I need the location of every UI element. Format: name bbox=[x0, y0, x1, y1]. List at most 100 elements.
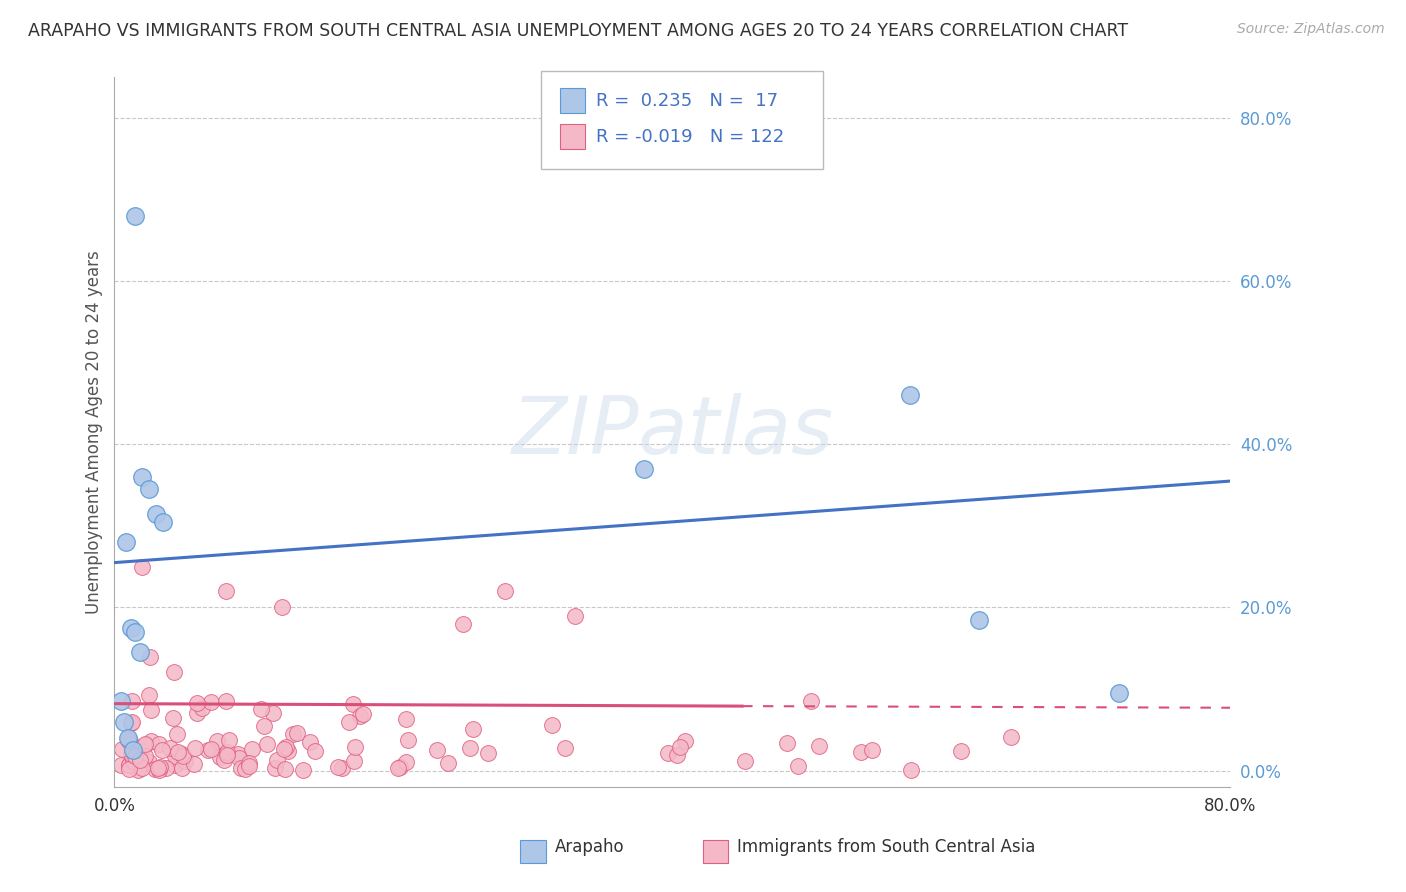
Point bbox=[734, 754, 756, 768]
Point bbox=[131, 470, 153, 484]
Point bbox=[281, 727, 304, 741]
Point bbox=[205, 734, 228, 748]
Point bbox=[564, 608, 586, 623]
Text: Immigrants from South Central Asia: Immigrants from South Central Asia bbox=[737, 838, 1035, 855]
Point bbox=[183, 757, 205, 772]
Point bbox=[394, 755, 416, 769]
Point bbox=[131, 761, 153, 775]
Point bbox=[299, 735, 322, 749]
Point bbox=[215, 694, 238, 708]
Text: Source: ZipAtlas.com: Source: ZipAtlas.com bbox=[1237, 22, 1385, 37]
Point bbox=[352, 707, 374, 722]
Point bbox=[165, 757, 187, 772]
Point bbox=[112, 714, 135, 729]
Point bbox=[114, 535, 136, 549]
Point bbox=[860, 743, 883, 757]
Point bbox=[166, 727, 188, 741]
Point bbox=[633, 462, 655, 476]
Point bbox=[120, 621, 142, 635]
Point bbox=[191, 701, 214, 715]
Point bbox=[262, 706, 284, 721]
Point bbox=[124, 624, 146, 639]
Point bbox=[273, 741, 295, 756]
Point bbox=[949, 744, 972, 758]
Point bbox=[138, 756, 160, 770]
Point bbox=[172, 748, 194, 763]
Point bbox=[395, 712, 418, 726]
Point bbox=[166, 745, 188, 759]
Point bbox=[124, 209, 146, 223]
Text: Arapaho: Arapaho bbox=[555, 838, 626, 855]
Point bbox=[117, 733, 139, 747]
Point bbox=[155, 761, 177, 775]
Point bbox=[120, 747, 142, 762]
Point bbox=[209, 750, 232, 764]
Point bbox=[426, 743, 449, 757]
Point bbox=[139, 650, 162, 665]
Point bbox=[121, 755, 143, 769]
Point bbox=[787, 758, 810, 772]
Point bbox=[396, 732, 419, 747]
Point bbox=[124, 748, 146, 763]
Point bbox=[657, 746, 679, 760]
Point bbox=[172, 747, 194, 761]
Point bbox=[229, 761, 252, 775]
Point bbox=[226, 747, 249, 762]
Point bbox=[120, 734, 142, 748]
Point bbox=[117, 758, 139, 772]
Point bbox=[121, 749, 143, 764]
Point bbox=[477, 746, 499, 760]
Point bbox=[152, 743, 174, 757]
Point bbox=[149, 760, 172, 774]
Point bbox=[162, 711, 184, 725]
Point bbox=[120, 716, 142, 731]
Point bbox=[343, 755, 366, 769]
Point bbox=[110, 757, 132, 772]
Point bbox=[344, 739, 367, 754]
Point bbox=[145, 507, 167, 521]
Point bbox=[256, 737, 278, 751]
Point bbox=[673, 734, 696, 748]
Point bbox=[494, 584, 516, 599]
Text: R =  0.235   N =  17: R = 0.235 N = 17 bbox=[596, 92, 779, 110]
Point bbox=[263, 761, 285, 775]
Point bbox=[163, 665, 186, 679]
Point bbox=[138, 482, 160, 496]
Point bbox=[215, 745, 238, 759]
Point bbox=[200, 695, 222, 709]
Text: ARAPAHO VS IMMIGRANTS FROM SOUTH CENTRAL ASIA UNEMPLOYMENT AMONG AGES 20 TO 24 Y: ARAPAHO VS IMMIGRANTS FROM SOUTH CENTRAL… bbox=[28, 22, 1128, 40]
Point bbox=[274, 762, 297, 776]
Point bbox=[148, 760, 170, 774]
Point bbox=[1108, 686, 1130, 700]
Point bbox=[148, 737, 170, 751]
Point bbox=[808, 739, 831, 753]
Text: R = -0.019   N = 122: R = -0.019 N = 122 bbox=[596, 128, 785, 145]
Point bbox=[186, 696, 208, 710]
Point bbox=[215, 584, 238, 599]
Point bbox=[451, 616, 474, 631]
Point bbox=[128, 753, 150, 767]
Point bbox=[776, 736, 799, 750]
Point bbox=[127, 763, 149, 777]
Point bbox=[800, 694, 823, 708]
Point bbox=[274, 740, 297, 755]
Point bbox=[141, 734, 163, 748]
Point bbox=[152, 515, 174, 529]
Point bbox=[212, 753, 235, 767]
Point bbox=[342, 697, 364, 711]
Point bbox=[898, 388, 921, 402]
Point bbox=[217, 748, 239, 763]
Point bbox=[849, 745, 872, 759]
Y-axis label: Unemployment Among Ages 20 to 24 years: Unemployment Among Ages 20 to 24 years bbox=[86, 251, 103, 614]
Point bbox=[148, 763, 170, 777]
Point bbox=[173, 755, 195, 769]
Point bbox=[387, 761, 409, 775]
Text: ZIPatlas: ZIPatlas bbox=[512, 393, 834, 471]
Point bbox=[170, 761, 193, 775]
Point bbox=[214, 747, 236, 761]
Point bbox=[461, 722, 484, 736]
Point bbox=[292, 763, 315, 777]
Point bbox=[388, 760, 411, 774]
Point bbox=[266, 753, 288, 767]
Point bbox=[131, 559, 153, 574]
